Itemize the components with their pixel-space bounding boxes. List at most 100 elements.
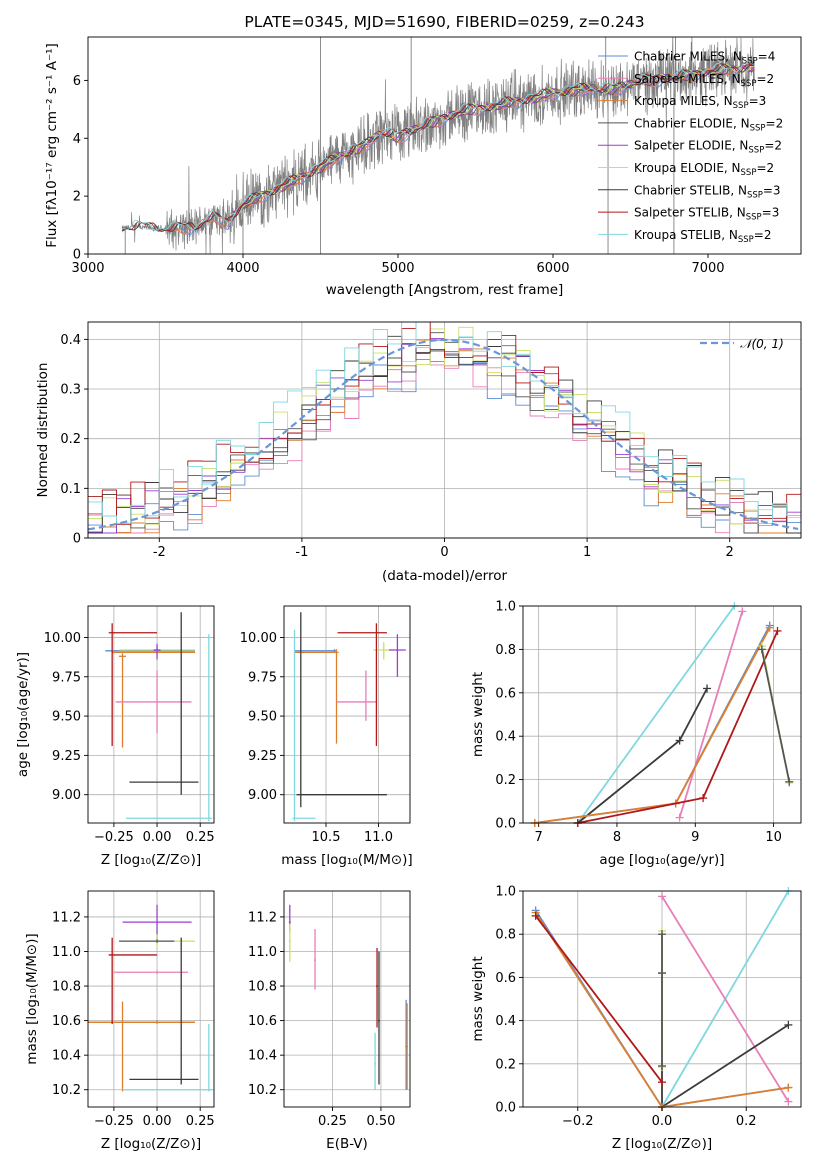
y-tick-label: 0.2 [495,1057,516,1072]
weight-line-salpeter_miles [661,895,790,1103]
x-tick-label: −0.2 [562,1114,594,1129]
weight-marker-salpeter_miles [784,1097,793,1106]
weight-line-salpeter_miles [678,611,744,818]
x-tick-label: 7000 [691,261,724,276]
y-tick-label: 10.6 [248,1014,277,1029]
weight-line-kroupa_miles [534,627,771,824]
axes-frame [283,605,411,824]
y-tick-label: 0.2 [60,432,81,447]
weight-marker-chabrier_elodie [757,645,766,654]
errorbar-point-kroupa_miles [406,1003,409,1090]
mass_vs_Z-plot-area [88,904,213,1092]
weight_vs_age-ylabel: mass weight [470,672,486,757]
mass_vs_ebv-plot-area [288,904,409,1090]
x-tick-label: -1 [295,545,308,560]
y-tick-label: 10.6 [52,1014,81,1029]
mass_vs_ebv-xlabel: E(B-V) [326,1136,368,1152]
y-tick-label: 0.6 [495,686,516,701]
y-tick-label: 9.00 [248,788,277,803]
weight_vs_Z-panel: −0.2 0.0 0.2 0.0 0.2 0.4 0.6 0.8 1.0 Z [log₁₀(Z/Z… [470,885,802,1152]
x-tick-label: 4000 [226,261,259,276]
x-tick-label: 0.00 [143,1114,172,1129]
spectrum-title: PLATE=0345, MJD=51690, FIBERID=0259, z=0… [244,13,644,31]
x-tick-label: 0.25 [186,1114,215,1129]
y-tick-label: 9.00 [52,788,81,803]
legend-label-kroupa_miles: Kroupa MILES, NSSP=3 [634,94,766,111]
y-tick-label: 0.0 [495,1101,516,1116]
y-tick-label: 0 [73,532,81,547]
weight-marker-chabrier_elodie [658,930,666,939]
errorbar-point-salpeter_stelib [108,623,158,746]
errorbar-point-salpeter_miles [336,670,377,721]
y-tick-label: 0.1 [60,482,81,497]
y-tick-label: 10.2 [52,1083,81,1098]
axes-frame [87,36,802,255]
y-tick-label: 9.75 [52,670,81,685]
y-tick-label: 11.0 [248,945,277,960]
y-tick-label: 0.8 [495,928,516,943]
weight-marker-chabrier_stelib [703,684,712,693]
y-tick-label: 10.8 [52,980,81,995]
age_vs_Z-panel: −0.25 0.00 0.25 9.00 9.25 9.50 9.75 10.00 Z [log… [15,605,215,868]
weight-marker-chabrier_stelib [675,736,684,745]
y-tick-label: 9.25 [248,749,277,764]
weight-line-kroupa_stelib [577,605,736,824]
y-tick-label: 10.00 [240,631,277,646]
x-tick-label: 11.0 [364,830,393,845]
y-tick-label: 9.50 [52,710,81,725]
y-tick-label: 11.0 [52,945,81,960]
y-tick-label: 6 [73,74,81,89]
errorbar-point-chabrier_stelib [129,612,199,795]
legend-label-chabrier_miles: Chabrier MILES, NSSP=4 [634,50,775,67]
x-tick-label: −0.25 [94,830,134,845]
x-tick-label: 7 [535,830,543,845]
weight_vs_Z-ylabel: mass weight [470,956,486,1041]
weight_vs_age-plot-area [530,602,794,827]
mass_vs_Z-xlabel: Z [log₁₀(Z/Z⊙)] [101,1136,201,1152]
weight-line-chabrier_stelib [577,688,708,824]
x-tick-label: 0.2 [736,1114,757,1129]
residual-histogram-kroupa_elodie [88,326,801,525]
weight-line-chabrier_miles [534,625,771,824]
mass_vs_Z-ylabel: mass [log₁₀(M/M⊙)] [24,933,40,1064]
weight-marker-salpeter_stelib [773,626,782,635]
errorbar-point-chabrier_stelib [296,612,387,808]
y-tick-label: 0 [73,248,81,263]
errorbar-point-chabrier_stelib [129,937,199,1085]
errorbar-point-salpeter_elodie [153,643,161,660]
y-tick-label: 11.2 [52,910,81,925]
residual-histogram-salpeter_stelib [88,322,801,525]
weight-line-chabrier_elodie [760,649,791,782]
legend-label-chabrier_elodie: Chabrier ELODIE, NSSP=2 [634,116,783,133]
weight-marker-salpeter_miles [658,892,666,901]
spectrum-plot-area [121,37,755,254]
x-tick-label: 0.25 [186,830,215,845]
x-tick-label: 0 [440,545,448,560]
errorbar-point-salpeter_miles [314,929,316,990]
errorbar-point-salpeter_stelib [376,948,379,1028]
errorbar-point-kroupa_miles [119,653,126,748]
errorbar-point-salpeter_miles [115,670,192,734]
x-tick-label: 0.50 [366,1114,395,1129]
spectrum-ylabel: Flux [fλ10⁻¹⁷ erg cm⁻² s⁻¹ A⁻¹] [44,43,60,248]
errorbar-point-kroupa_stelib [125,634,213,822]
mass_vs_Z-panel: −0.25 0.00 0.25 10.2 10.4 10.6 10.8 11.0 11.2 Z [… [24,890,215,1152]
errorbar-point-salpeter_elodie [389,634,406,677]
y-tick-label: 0.8 [495,643,516,658]
weight-marker-chabrier_elodie [785,777,794,786]
x-tick-label: 3000 [71,261,104,276]
errorbar-point-kroupa_stelib [374,1032,377,1090]
x-tick-label: 6000 [536,261,569,276]
residuals-xlabel: (data-model)/error [382,568,508,584]
weight-line-chabrier_stelib [661,973,789,1109]
age_vs_mass-xlabel: mass [log₁₀(M/M⊙)] [281,852,412,868]
legend-label-salpeter_elodie: Salpeter ELODIE, NSSP=2 [634,139,782,156]
errorbar-point-salpeter_elodie [122,904,192,940]
spectrum-xlabel: wavelength [Angstrom, rest frame] [326,282,564,298]
legend-label-salpeter_stelib: Salpeter STELIB, NSSP=3 [634,206,779,223]
errorbar-point-kroupa_stelib [292,629,316,822]
weight-marker-salpeter_stelib [531,911,540,920]
legend-label-kroupa_elodie: Kroupa ELODIE, NSSP=2 [634,161,774,178]
x-tick-label: −0.25 [94,1114,134,1129]
y-tick-label: 10.8 [248,980,277,995]
